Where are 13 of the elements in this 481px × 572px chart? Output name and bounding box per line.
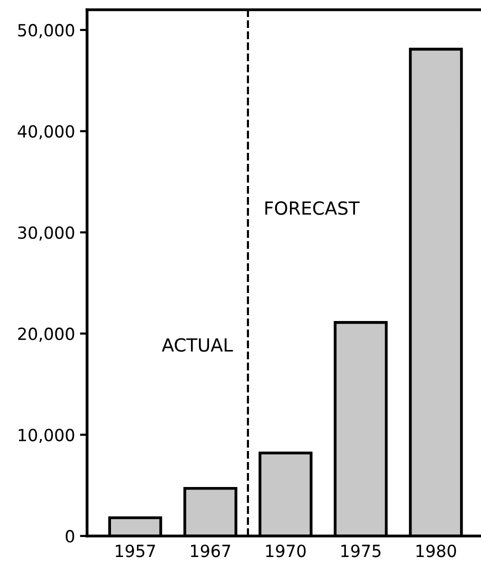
x-tick-label: 1970 (266, 544, 306, 558)
y-tick-label: 10,000 (18, 428, 74, 444)
y-tick-label: 50,000 (18, 24, 74, 38)
annotation: ACTUAL (162, 338, 233, 352)
x-tick-label: 1975 (341, 544, 380, 558)
x-tick-label: 1957 (116, 544, 155, 558)
x-tick-label: 1967 (190, 544, 230, 558)
y-tick-label: 40,000 (18, 125, 74, 140)
y-tick-label: 30,000 (18, 226, 74, 241)
x-tick-label: 1980 (416, 544, 456, 558)
annotation: FORECAST (265, 201, 360, 215)
y-tick-label: 20,000 (18, 328, 74, 342)
y-tick-label: 0 (66, 530, 74, 543)
